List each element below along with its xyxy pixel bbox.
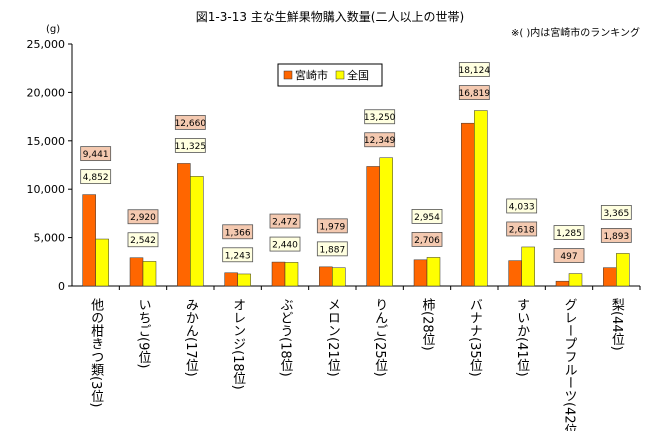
data-label-box-national [458, 62, 490, 77]
data-label-miyazaki: 2,618 [509, 225, 535, 235]
category-label: すいか(41位) [514, 298, 530, 377]
bar-miyazaki [413, 259, 428, 287]
data-label-box-national [174, 138, 206, 153]
data-label-box-national [222, 247, 254, 263]
data-label-national: 18,124 [459, 66, 491, 76]
bar-national [284, 262, 299, 287]
bar-national [474, 110, 488, 287]
data-label-box-miyazaki [506, 221, 538, 237]
data-label-national: 2,440 [272, 241, 298, 251]
bar-national [379, 157, 393, 287]
data-label-national: 11,325 [175, 142, 207, 152]
bar-national [95, 238, 109, 287]
bar-miyazaki [224, 272, 238, 287]
bar-miyazaki [461, 122, 475, 287]
data-label-box-miyazaki [411, 232, 443, 247]
data-label-miyazaki: 2,706 [414, 236, 440, 246]
legend-box [277, 63, 383, 87]
category-label: 柿(28位) [420, 297, 436, 350]
data-label-miyazaki: 12,349 [364, 136, 396, 146]
data-label-box-miyazaki [174, 115, 206, 130]
y-tick-label: 0 [58, 280, 65, 293]
data-label-miyazaki: 12,660 [175, 119, 207, 129]
data-label-national: 2,954 [414, 213, 440, 223]
category-label: りんご(25位) [372, 298, 388, 377]
category-label: オレンジ(18位) [230, 298, 246, 390]
data-label-box-national [127, 232, 159, 248]
data-label-box-national [411, 209, 443, 224]
data-label-miyazaki: 497 [560, 252, 577, 262]
bar-miyazaki [177, 163, 191, 287]
data-label-box-miyazaki [222, 224, 254, 240]
bar-miyazaki [555, 280, 570, 287]
category-label: 梨(44位) [609, 298, 625, 351]
data-label-box-miyazaki [127, 209, 159, 225]
data-label-box-national [553, 225, 585, 240]
category-label: ぶどう(18位) [278, 298, 294, 377]
y-tick-label: 20,000 [27, 86, 66, 99]
category-label: いちご(9位) [136, 298, 152, 368]
bar-national [521, 246, 535, 287]
data-label-national: 1,285 [556, 229, 582, 239]
bar-national [332, 267, 346, 287]
data-label-box-miyazaki [80, 146, 112, 162]
category-label: グレープフルーツ(42位) [562, 298, 578, 431]
data-label-box-miyazaki [269, 213, 301, 229]
chart-title: 図1-3-13 主な生鮮果物購入数量(二人以上の世帯) [195, 10, 465, 24]
y-axis-unit: (g) [46, 24, 61, 35]
data-label-national: 4,852 [83, 173, 109, 183]
category-label: メロン(21位) [325, 298, 341, 377]
legend-label: 宮崎市 [295, 68, 328, 82]
bar-miyazaki [271, 261, 286, 287]
data-label-miyazaki: 16,819 [459, 89, 491, 99]
bar-national [142, 261, 157, 287]
bar-national [616, 253, 630, 287]
data-label-box-miyazaki [458, 85, 490, 100]
y-tick-label: 5,000 [34, 232, 66, 245]
data-label-national: 2,542 [130, 236, 156, 246]
bar-national [568, 273, 583, 287]
bar-national [237, 273, 251, 287]
data-label-box-national [506, 198, 538, 214]
legend-swatch [335, 70, 345, 80]
data-label-box-miyazaki [316, 218, 348, 234]
y-tick-label: 10,000 [27, 183, 66, 196]
bar-miyazaki [82, 194, 96, 287]
ranking-note: ※( )内は宮崎市のランキング [510, 28, 640, 39]
data-label-box-national [316, 241, 348, 257]
data-label-miyazaki: 9,441 [83, 150, 109, 160]
bar-national [190, 176, 204, 287]
data-label-miyazaki: 2,472 [272, 218, 298, 228]
data-label-miyazaki: 1,893 [603, 232, 629, 242]
y-tick-label: 15,000 [27, 135, 66, 148]
data-label-national: 1,887 [319, 245, 345, 255]
data-label-box-miyazaki [600, 228, 632, 243]
data-label-miyazaki: 2,920 [130, 213, 156, 223]
y-tick-label: 25,000 [27, 38, 66, 51]
data-label-box-national [600, 205, 632, 220]
data-label-national: 4,033 [509, 202, 535, 212]
legend-swatch [283, 70, 293, 80]
bar-miyazaki [366, 166, 380, 287]
data-label-national: 13,250 [364, 113, 396, 123]
data-label-box-national [269, 236, 301, 252]
data-label-miyazaki: 1,366 [225, 228, 251, 238]
data-label-box-national [80, 169, 112, 185]
category-label: みかん(17位) [183, 298, 199, 377]
data-label-box-miyazaki [553, 248, 585, 263]
data-label-miyazaki: 1,979 [319, 222, 345, 232]
data-label-national: 3,365 [603, 209, 629, 219]
category-label: 他の柑きつ類(3位) [88, 298, 104, 407]
bar-miyazaki [319, 266, 333, 287]
data-label-national: 1,243 [225, 251, 251, 261]
bar-miyazaki [508, 260, 522, 287]
category-label: バナナ(35位) [467, 298, 483, 377]
data-label-box-miyazaki [364, 132, 396, 148]
bar-national [426, 257, 441, 287]
legend-label: 全国 [347, 68, 369, 82]
bar-miyazaki [129, 257, 144, 287]
data-label-box-national [364, 109, 396, 125]
bar-miyazaki [603, 267, 617, 287]
